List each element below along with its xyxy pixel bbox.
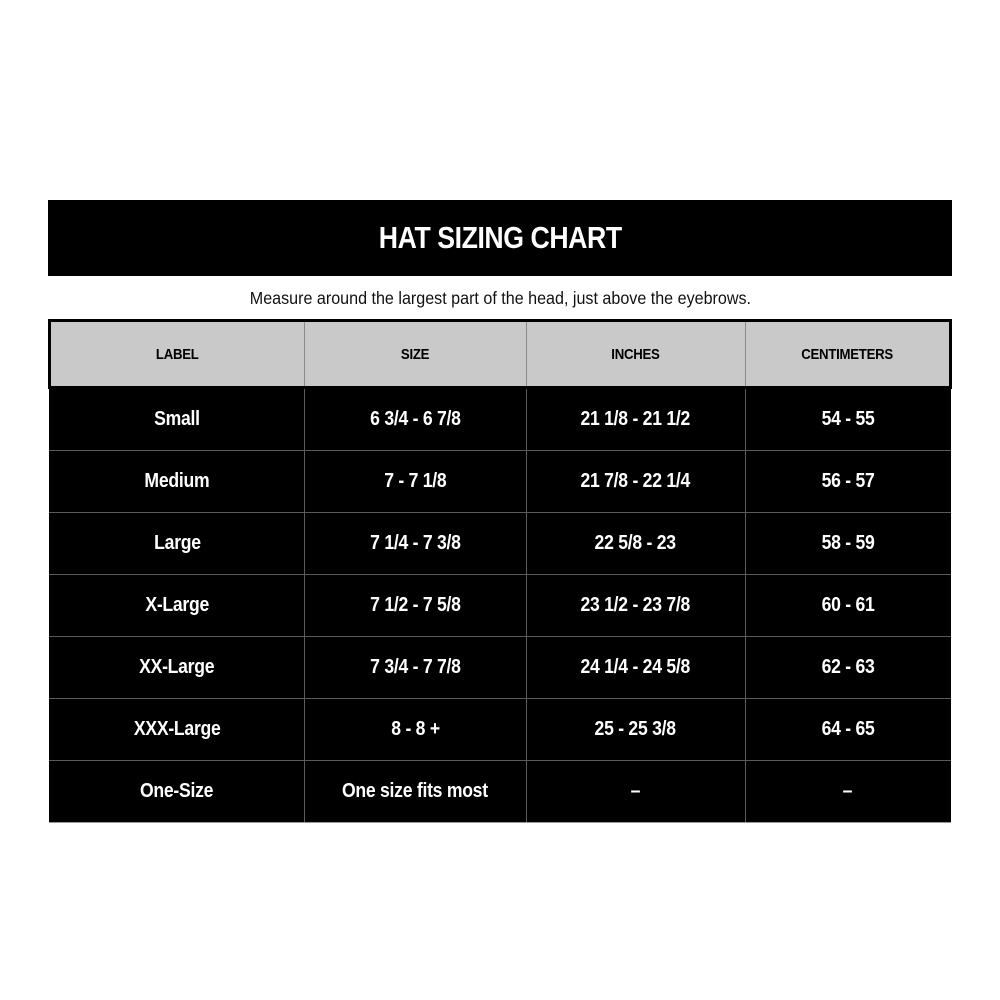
table-row: Large 7 1/4 - 7 3/8 22 5/8 - 23 58 - 59 (49, 512, 952, 575)
table-body: Small 6 3/4 - 6 7/8 21 1/8 - 21 1/2 54 - 55… (49, 387, 952, 823)
cell-text: 60 - 61 (821, 594, 875, 616)
table-cell: 23 1/2 - 23 7/8 (525, 574, 746, 637)
table-row: One-Size One size fits most – – (49, 760, 952, 823)
cell-text: One size fits most (342, 780, 489, 802)
cell-text: Large (153, 532, 201, 554)
table-cell: 21 7/8 - 22 1/4 (525, 450, 746, 513)
cell-text: 21 7/8 - 22 1/4 (580, 470, 691, 492)
cell-text: 6 3/4 - 6 7/8 (370, 408, 461, 430)
table-cell: 7 3/4 - 7 7/8 (303, 636, 527, 699)
cell-text: 58 - 59 (821, 532, 875, 554)
column-header-label: LABEL (48, 319, 305, 389)
cell-text: 7 - 7 1/8 (384, 470, 447, 492)
table-row: Small 6 3/4 - 6 7/8 21 1/8 - 21 1/2 54 - 55 (49, 387, 952, 451)
table-cell: 54 - 55 (744, 387, 952, 451)
chart-content: HAT SIZING CHART Measure around the larg… (48, 200, 953, 823)
subtitle-row: Measure around the largest part of the h… (48, 285, 952, 311)
cell-text: 23 1/2 - 23 7/8 (580, 594, 691, 616)
table-cell: One-Size (49, 760, 305, 823)
table-header-row: LABEL SIZE INCHES CENTIMETERS (48, 319, 953, 389)
column-header-centimeters: CENTIMETERS (744, 319, 953, 389)
cell-text: 56 - 57 (821, 470, 875, 492)
cell-text: 22 5/8 - 23 (594, 532, 677, 554)
cell-text: Small (154, 408, 200, 430)
table-cell: – (525, 760, 746, 823)
cell-text: 25 - 25 3/8 (594, 718, 677, 740)
table-cell: 8 - 8 + (303, 698, 527, 761)
column-header-label: LABEL (156, 345, 199, 363)
column-header-label: CENTIMETERS (801, 345, 894, 363)
cell-text: – (843, 780, 853, 802)
page-title: HAT SIZING CHART (378, 220, 622, 255)
table-cell: 58 - 59 (744, 512, 952, 575)
table-row: X-Large 7 1/2 - 7 5/8 23 1/2 - 23 7/8 60 - … (49, 574, 952, 637)
hat-size-table: LABEL SIZE INCHES CENTIMETERS Small 6 3/4 - … (48, 319, 953, 823)
cell-text: 54 - 55 (821, 408, 875, 430)
table-row: XXX-Large 8 - 8 + 25 - 25 3/8 64 - 65 (49, 698, 952, 761)
cell-text: One-Size (140, 780, 214, 802)
table-row: XX-Large 7 3/4 - 7 7/8 24 1/4 - 24 5/8 62 -… (49, 636, 952, 699)
cell-text: XX-Large (139, 656, 215, 678)
cell-text: 7 1/2 - 7 5/8 (370, 594, 461, 616)
cell-text: XXX-Large (133, 718, 221, 740)
table-header: LABEL SIZE INCHES CENTIMETERS (48, 319, 953, 389)
cell-text: 64 - 65 (821, 718, 875, 740)
title-banner: HAT SIZING CHART (48, 200, 952, 276)
table-cell: 7 1/2 - 7 5/8 (303, 574, 527, 637)
column-header-label: SIZE (401, 345, 430, 363)
table-cell: Small (49, 387, 305, 451)
table-cell: Large (49, 512, 305, 575)
table-cell: 25 - 25 3/8 (525, 698, 746, 761)
table-cell: One size fits most (303, 760, 527, 823)
table-row: Medium 7 - 7 1/8 21 7/8 - 22 1/4 56 - 57 (49, 450, 952, 513)
table-cell: 22 5/8 - 23 (525, 512, 746, 575)
table-cell: 56 - 57 (744, 450, 952, 513)
cell-text: 24 1/4 - 24 5/8 (580, 656, 691, 678)
table-cell: 64 - 65 (744, 698, 952, 761)
table-cell: 7 - 7 1/8 (303, 450, 527, 513)
table-cell: 24 1/4 - 24 5/8 (525, 636, 746, 699)
table-cell: Medium (49, 450, 305, 513)
column-header-size: SIZE (303, 319, 527, 389)
table-cell: X-Large (49, 574, 305, 637)
cell-text: 7 1/4 - 7 3/8 (370, 532, 461, 554)
cell-text: Medium (144, 470, 210, 492)
cell-text: X-Large (145, 594, 209, 616)
table-cell: 21 1/8 - 21 1/2 (525, 387, 746, 451)
column-header-label: INCHES (611, 345, 660, 363)
cell-text: 7 3/4 - 7 7/8 (370, 656, 461, 678)
cell-text: 62 - 63 (821, 656, 875, 678)
table-cell: 7 1/4 - 7 3/8 (303, 512, 527, 575)
cell-text: 21 1/8 - 21 1/2 (580, 408, 691, 430)
measurement-instructions: Measure around the largest part of the h… (249, 287, 751, 308)
table-cell: 62 - 63 (744, 636, 952, 699)
cell-text: – (630, 780, 641, 802)
cell-text: 8 - 8 + (391, 718, 440, 740)
table-cell: XX-Large (49, 636, 305, 699)
column-header-inches: INCHES (525, 319, 746, 389)
table-cell: XXX-Large (49, 698, 305, 761)
table-cell: – (744, 760, 952, 823)
table-cell: 6 3/4 - 6 7/8 (303, 387, 527, 451)
table-cell: 60 - 61 (744, 574, 952, 637)
